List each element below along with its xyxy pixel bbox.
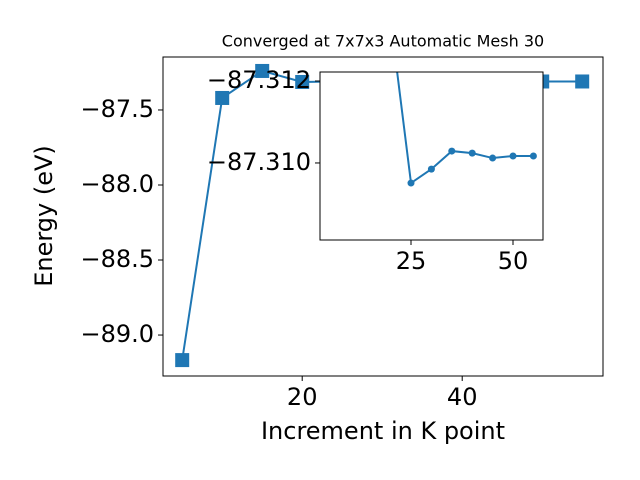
y-tick-label: −89.0 xyxy=(80,320,154,348)
marker xyxy=(175,353,190,368)
marker xyxy=(215,90,230,105)
marker xyxy=(448,147,456,155)
marker xyxy=(427,165,435,173)
y-tick-label: −87.5 xyxy=(80,95,154,123)
x-tick-label: 40 xyxy=(447,383,478,411)
marker xyxy=(529,152,537,160)
marker xyxy=(468,149,476,157)
marker xyxy=(575,74,590,89)
y-axis-label: Energy (eV) xyxy=(30,145,58,287)
marker xyxy=(509,152,517,160)
marker xyxy=(407,179,415,187)
y-tick-label: −87.310 xyxy=(207,148,311,176)
marker xyxy=(255,63,270,78)
plot-area xyxy=(396,72,537,187)
axes-border xyxy=(162,56,604,377)
marker xyxy=(489,154,497,162)
x-tick-label: 20 xyxy=(287,383,318,411)
marker xyxy=(295,74,310,89)
axes-border xyxy=(319,71,544,241)
x-tick-label: 25 xyxy=(396,247,427,275)
y-tick-label: −88.0 xyxy=(80,170,154,198)
x-tick-label: 50 xyxy=(498,247,529,275)
x-axis-label: Increment in K point xyxy=(261,417,505,445)
y-tick-label: −87.312 xyxy=(207,66,311,94)
y-tick-label: −88.5 xyxy=(80,245,154,273)
chart-title: Converged at 7x7x3 Automatic Mesh 30 xyxy=(222,32,544,51)
